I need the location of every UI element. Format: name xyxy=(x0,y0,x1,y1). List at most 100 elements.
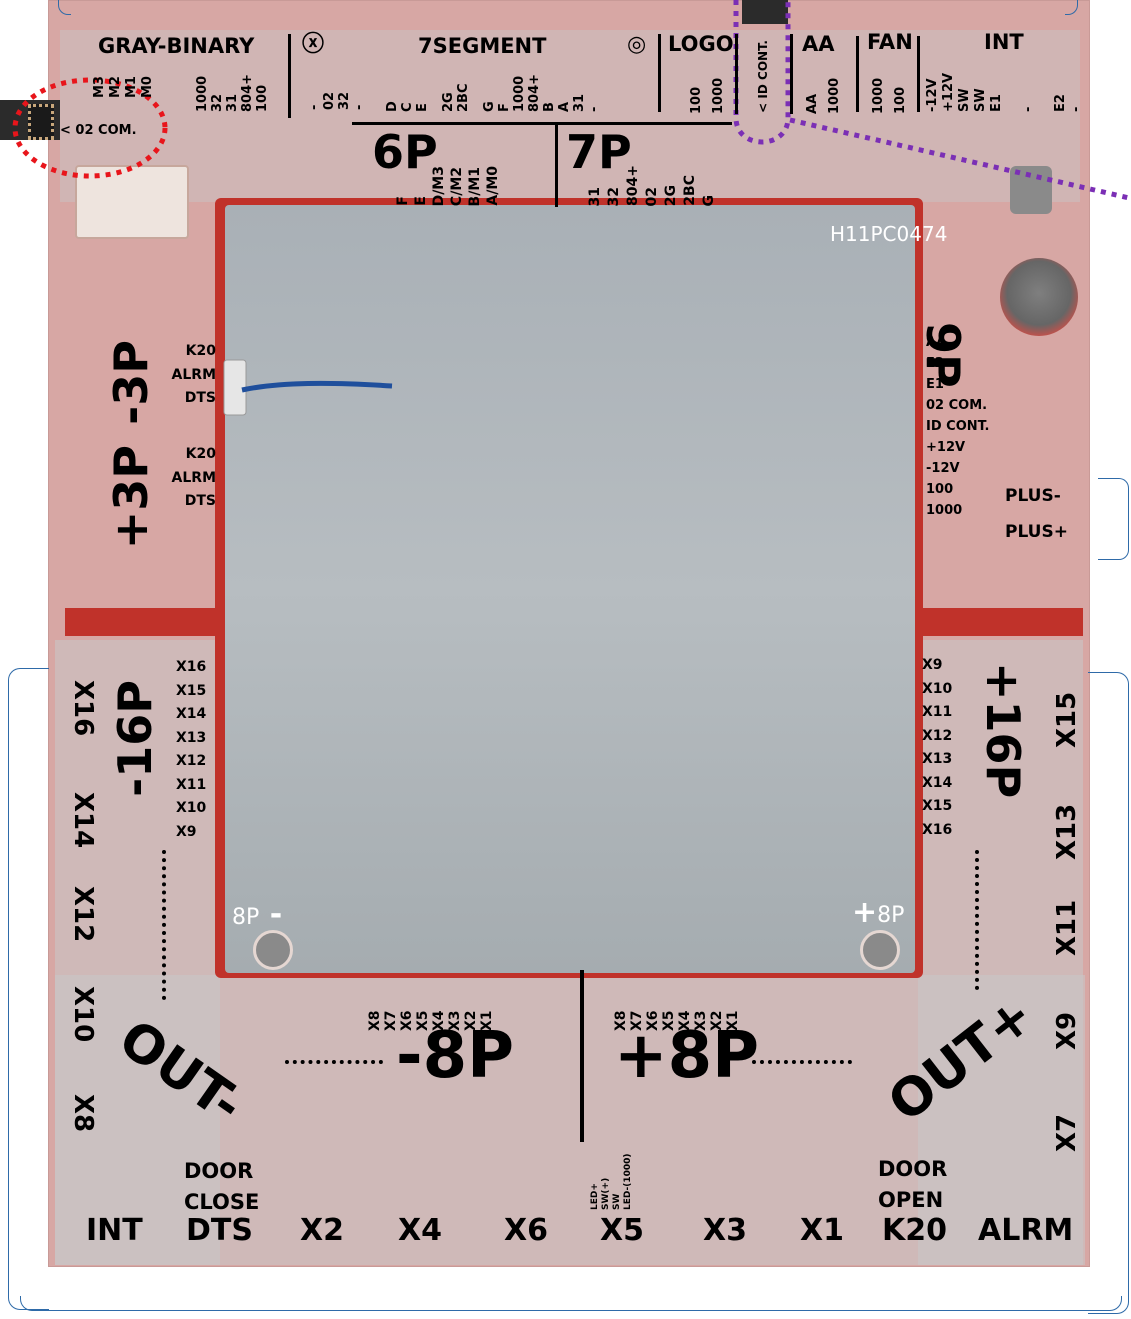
purple-dotted-callout xyxy=(733,0,1131,201)
bottom-label-alrm: ALRM xyxy=(978,1213,1074,1248)
logo-label: 100 xyxy=(689,86,704,114)
p16-label: X14 xyxy=(922,774,953,791)
9p-labels: AA E2 E1 02 COM. ID CONT. +12V -12V 100 … xyxy=(926,332,989,521)
int-label: SW xyxy=(957,88,972,112)
divider xyxy=(917,36,920,112)
aa-title: AA xyxy=(802,32,835,56)
int-labels: -12V +12V SW SW E1 - E2 - xyxy=(925,60,1084,112)
right-edge-label: X9 xyxy=(1052,1011,1082,1050)
bottom-label-k20: K20 xyxy=(882,1213,947,1248)
divider xyxy=(580,970,584,1142)
int-label: - xyxy=(1069,106,1084,112)
m16-label: X13 xyxy=(176,729,207,746)
divider xyxy=(856,36,859,112)
seg-label: 31 xyxy=(572,93,587,112)
right-edge-label: X15 xyxy=(1052,691,1082,748)
int-label: SW xyxy=(973,88,988,112)
seg-label: 804+ xyxy=(527,73,542,112)
bottom-label-x3: X3 xyxy=(703,1213,748,1248)
left-edge-label: X8 xyxy=(68,1094,98,1133)
minus-3p-title: -3P xyxy=(104,340,158,425)
gb-label: 31 xyxy=(225,93,240,112)
fan-label: 1000 xyxy=(871,77,886,114)
7p-label: 2BC xyxy=(682,175,698,206)
silk-8p-right: +8P xyxy=(852,895,905,930)
aa-label: 1000 xyxy=(827,77,842,114)
p16-label: X9 xyxy=(922,657,943,673)
3p-label: ALRM xyxy=(171,469,216,486)
mounting-hole-left xyxy=(253,930,293,970)
aa-labels: AA 1000 xyxy=(805,64,842,114)
red-dotted-callout xyxy=(12,77,168,179)
minus-8p-title: -8P xyxy=(396,1019,514,1093)
seven-segment-labels: D C E 2G 2BC G F 1000 804+ B A 31 - xyxy=(385,60,602,112)
seg-label: E xyxy=(415,103,430,112)
plus-16p-labels: X9 X10 X11 X12 X13 X14 X15 X16 xyxy=(922,654,952,842)
m16-label: X11 xyxy=(176,776,207,793)
int-label: E2 xyxy=(1053,94,1068,112)
x-label: 32 xyxy=(337,91,352,110)
p16-label: X10 xyxy=(922,680,953,697)
left-edge-label: X14 xyxy=(68,792,98,849)
minus-16p-labels: X16 X15 X14 X13 X12 X11 X10 X9 xyxy=(176,656,206,844)
plus-minus-label: PLUS- xyxy=(1005,486,1061,506)
bottom-label-x6: X6 xyxy=(504,1213,549,1248)
silk-8p-left: 8P - xyxy=(232,897,283,932)
plus-16p-title: +16P xyxy=(976,662,1030,799)
6p-label: E xyxy=(413,196,429,206)
connector-02com-label: < 02 COM. xyxy=(60,123,137,138)
3p-label: ALRM xyxy=(171,366,216,383)
int-label: E1 xyxy=(989,94,1004,112)
gray-binary-title: GRAY-BINARY xyxy=(98,34,255,58)
x5-label: LED-(1000) xyxy=(623,1153,633,1210)
gb-label: 804+ xyxy=(240,73,255,112)
right-brace xyxy=(1088,672,1129,1314)
x5-label: LED+ xyxy=(590,1183,600,1210)
int-label: +12V xyxy=(941,72,956,112)
lcd-screen xyxy=(225,205,915,973)
3p-label: DTS xyxy=(184,493,216,509)
id-cont-connector xyxy=(742,0,788,24)
6p-label: A/M0 xyxy=(485,166,501,206)
dotted-leader-bottom-right xyxy=(752,1060,852,1064)
m16-label: X15 xyxy=(176,682,207,699)
int-title: INT xyxy=(984,30,1024,54)
door-open-line: DOOR xyxy=(878,1157,948,1181)
gb-label: 1000 xyxy=(195,75,210,112)
fan-title: FAN xyxy=(867,30,913,54)
door-open-line: OPEN xyxy=(878,1188,944,1212)
x5-label: SW(+) xyxy=(601,1177,611,1210)
9p-label: AA xyxy=(926,335,947,350)
3p-label: DTS xyxy=(184,390,216,406)
target-symbol: ◎ xyxy=(627,32,647,57)
top-brace-left xyxy=(58,0,71,15)
9p-label: 1000 xyxy=(926,503,963,518)
7p-labels: 31 32 804+ 02 2G 2BC G xyxy=(587,150,717,207)
7p-label: 02 xyxy=(644,186,660,206)
x-labels: - 02 32 - xyxy=(307,60,367,110)
gb-label: M0 xyxy=(140,76,155,98)
bottom-strip xyxy=(55,975,1085,1265)
seg-label: 2G xyxy=(441,92,456,112)
logo-label: 1000 xyxy=(711,77,726,114)
seven-segment-title: 7SEGMENT xyxy=(418,34,547,58)
gb-label: 32 xyxy=(210,93,225,112)
p16-label: X15 xyxy=(922,798,953,814)
p16-label: X12 xyxy=(922,727,953,744)
left-edge-label: X10 xyxy=(68,986,98,1043)
fan-label: 100 xyxy=(893,86,908,114)
plus-brace xyxy=(1098,478,1129,560)
7p-label: G xyxy=(701,194,717,207)
seg-label: C xyxy=(400,102,415,112)
left-edge-label: X12 xyxy=(68,886,98,943)
gb-label: M2 xyxy=(108,76,123,98)
int-label: - xyxy=(1021,106,1036,112)
dotted-leader-right xyxy=(975,850,979,990)
pcb-red-band-left xyxy=(65,608,225,636)
divider xyxy=(790,34,793,114)
minus-16p-title: -16P xyxy=(108,680,162,797)
fan-labels: 1000 100 xyxy=(871,64,908,114)
seg-label: D xyxy=(385,101,400,112)
m16-label: X10 xyxy=(176,800,207,816)
right-edge-label: X7 xyxy=(1052,1113,1082,1152)
